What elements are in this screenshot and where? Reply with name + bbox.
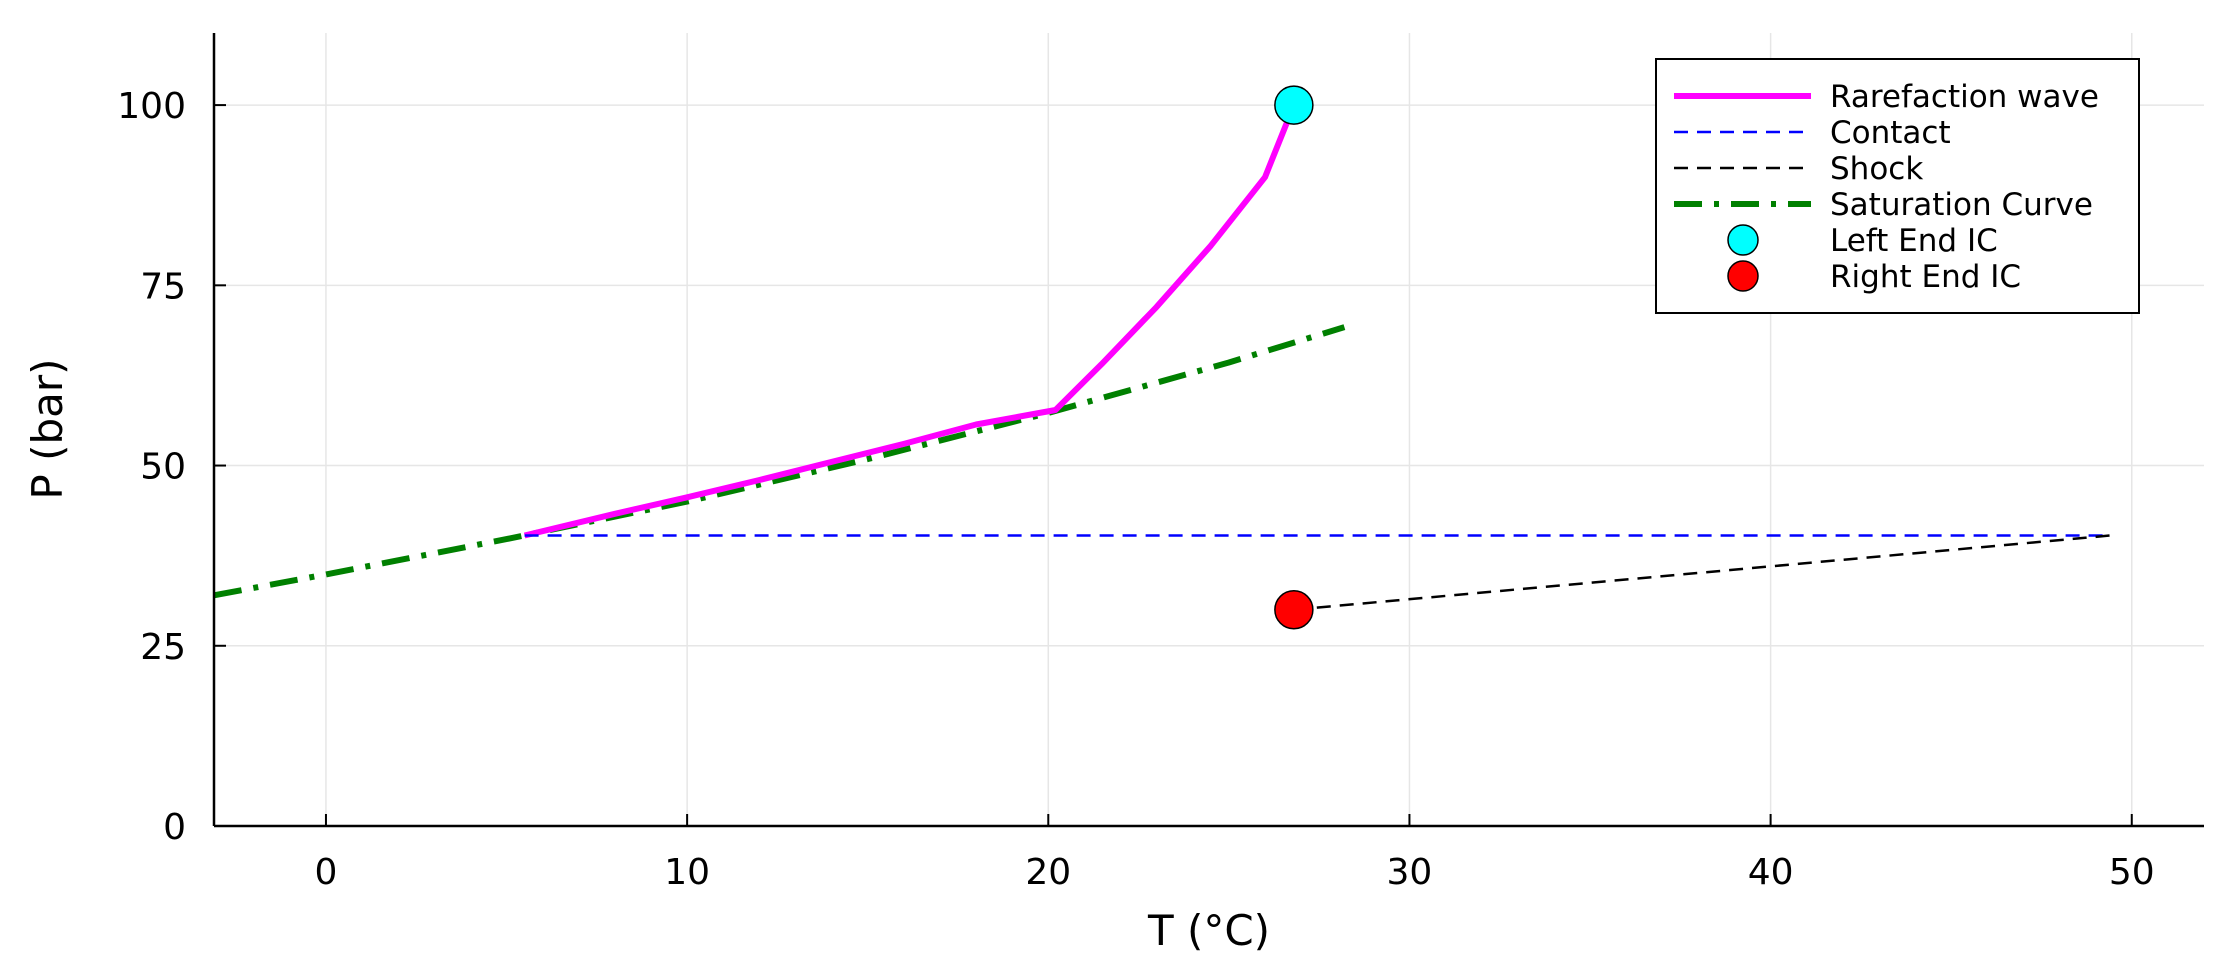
- y-axis-label: P (bar): [23, 358, 72, 499]
- series-left-end-ic-point: [1274, 85, 1314, 125]
- x-tick-label: 30: [1387, 852, 1433, 893]
- series-layer: [214, 85, 2111, 630]
- x-tick-label: 10: [664, 852, 710, 893]
- x-tick-label: 40: [1748, 852, 1794, 893]
- series-shock-line: [1293, 534, 2111, 611]
- y-tick-label: 50: [140, 447, 186, 488]
- ticks: 0 10 20 30 40 50 0 25 50 75 100: [117, 86, 2154, 893]
- y-tick-label: 0: [163, 807, 186, 848]
- x-axis-label: T (°C): [1147, 906, 1270, 955]
- x-tick-label: 20: [1025, 852, 1071, 893]
- legend-swatch-left-end-ic: [1727, 224, 1759, 256]
- legend-label: Shock: [1830, 151, 1923, 187]
- series-saturation-curve-line: [214, 324, 1346, 599]
- legend-label: Rarefaction wave: [1830, 79, 2099, 115]
- x-tick-label: 0: [315, 852, 338, 893]
- legend-label: Contact: [1830, 115, 1951, 151]
- legend-label: Right End IC: [1830, 259, 2021, 295]
- y-tick-label: 100: [117, 86, 186, 127]
- axes: [212, 33, 2204, 828]
- legend-label: Left End IC: [1830, 223, 1998, 259]
- series-right-end-ic-point: [1274, 589, 1314, 630]
- legend-swatch-right-end-ic: [1727, 260, 1759, 292]
- y-tick-label: 25: [140, 627, 186, 668]
- x-tick-label: 50: [2109, 852, 2155, 893]
- legend-label: Saturation Curve: [1830, 187, 2093, 223]
- series-rarefaction-wave-line: [523, 103, 1297, 539]
- y-tick-label: 75: [140, 266, 186, 307]
